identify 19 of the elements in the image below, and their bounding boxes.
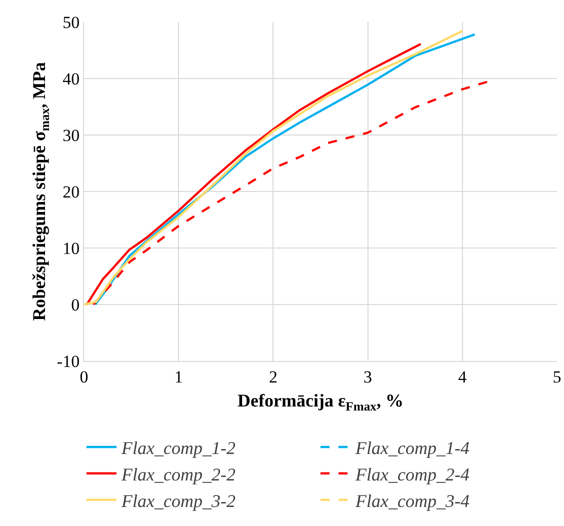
y-tick-label: 40: [62, 69, 80, 88]
y-tick-label: 30: [62, 126, 80, 145]
legend-label: Flax_comp_1-4: [354, 438, 470, 458]
x-tick-label: 4: [458, 367, 468, 386]
legend-label: Flax_comp_3-4: [354, 490, 470, 511]
legend-label: Flax_comp_1-2: [120, 438, 236, 458]
x-tick-label: 5: [552, 367, 562, 386]
y-tick-label: 50: [62, 12, 80, 32]
legend-label: Flax_comp_3-2: [120, 490, 236, 511]
y-tick-label: 10: [62, 238, 80, 258]
y-tick-label: 20: [62, 182, 80, 202]
y-tick-label: 0: [71, 295, 80, 314]
x-tick-label: 2: [268, 367, 278, 386]
x-tick-label: 3: [364, 367, 372, 386]
legend-label: Flax_comp_2-2: [120, 464, 236, 484]
x-axis-title: Deformācija ε$_{Fmax}$, %: [238, 390, 404, 414]
x-tick-label: 1: [174, 367, 183, 386]
y-tick-label: -10: [56, 352, 80, 371]
legend-label: Flax_comp_2-4: [354, 464, 470, 484]
